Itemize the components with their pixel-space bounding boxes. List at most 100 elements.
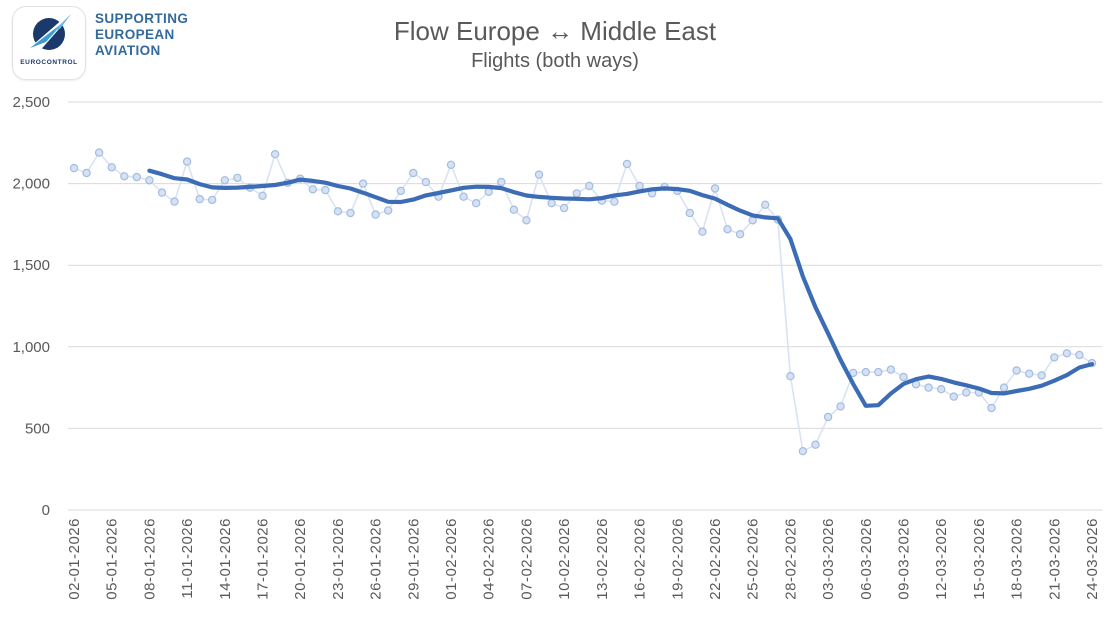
daily-marker (534, 170, 544, 179)
daily-marker (836, 402, 845, 411)
daily-marker (823, 412, 833, 422)
daily-marker (698, 227, 707, 236)
daily-marker (786, 372, 795, 381)
eurocontrol-emblem-icon (27, 12, 74, 54)
daily-marker (723, 225, 732, 234)
daily-marker (522, 216, 531, 225)
line-chart: 0 500 1,000 1,500 2,000 2,500 02-01-2026 05-01-… (12, 94, 1102, 600)
daily-marker (798, 447, 808, 456)
daily-marker (195, 194, 204, 204)
daily-marker (107, 163, 116, 172)
daily-marker (735, 229, 745, 239)
x-axis-tick-label: 24-03-2026 (1084, 518, 1101, 600)
x-axis-tick-label: 08-01-2026 (141, 518, 158, 600)
eurocontrol-logo: EUROCONTROL (12, 6, 86, 80)
daily-marker (157, 188, 167, 197)
x-axis-tick-label: 10-02-2026 (556, 518, 573, 600)
daily-marker (409, 168, 418, 178)
daily-marker (270, 149, 280, 159)
x-axis-tick-label: 15-03-2026 (971, 518, 988, 600)
x-axis-tick-label: 21-03-2026 (1046, 518, 1063, 600)
x-axis-tick-label: 23-01-2026 (330, 518, 347, 600)
x-axis-tick-label: 26-01-2026 (368, 518, 385, 600)
x-axis-tick-label: 28-02-2026 (782, 518, 799, 600)
chart-subtitle: Flights (both ways) (471, 50, 639, 72)
x-axis-tick-label: 13-02-2026 (594, 518, 611, 600)
daily-marker (258, 191, 267, 201)
x-axis-tick-label: 06-03-2026 (858, 518, 875, 600)
daily-marker (937, 385, 946, 394)
daily-marker (685, 208, 695, 218)
daily-marker (761, 200, 770, 210)
x-axis-tick-label: 11-01-2026 (179, 518, 196, 599)
x-axis-tick-label: 07-02-2026 (518, 518, 535, 600)
daily-marker (999, 383, 1009, 392)
daily-marker (182, 157, 192, 166)
daily-marker (886, 365, 896, 374)
daily-marker (1037, 371, 1046, 380)
tagline-line-1: SUPPORTING (95, 11, 189, 26)
daily-marker (1024, 369, 1034, 378)
x-axis-tick-label: 19-02-2026 (669, 518, 686, 600)
y-gridlines (68, 101, 1102, 511)
daily-marker (333, 207, 343, 216)
daily-marker (1075, 350, 1084, 360)
x-axis-tick-label: 01-02-2026 (443, 518, 460, 600)
x-axis-labels: 02-01-2026 05-01-2026 08-01-2026 11-01-2026… (66, 518, 1101, 600)
y-axis-tick-label: 2,000 (12, 176, 50, 193)
y-axis-tick-label: 500 (25, 420, 50, 437)
y-axis-tick-label: 2,500 (12, 94, 50, 111)
daily-marker (635, 181, 644, 191)
daily-marker (547, 198, 556, 208)
daily-marker (120, 172, 129, 181)
x-axis-tick-label: 09-03-2026 (896, 518, 913, 600)
x-axis-tick-label: 22-02-2026 (707, 518, 724, 600)
tagline-line-2: EUROPEAN (95, 27, 175, 42)
eurocontrol-logo-label: EUROCONTROL (20, 59, 78, 66)
daily-marker (559, 203, 569, 213)
daily-marker (987, 403, 996, 413)
daily-marker (1050, 353, 1059, 362)
daily-marker (572, 189, 581, 198)
daily-marker (710, 184, 720, 193)
daily-marker (585, 181, 594, 191)
y-axis-tick-label: 1,000 (12, 339, 50, 356)
daily-marker (509, 205, 519, 214)
x-axis-tick-label: 20-01-2026 (292, 518, 309, 600)
daily-marker (459, 192, 468, 201)
chart-title: Flow Europe ↔ Middle East (393, 16, 717, 46)
daily-marker (384, 206, 393, 215)
daily-marker (346, 208, 355, 218)
average-series-line (147, 168, 1095, 408)
daily-marker (962, 388, 971, 397)
daily-marker (308, 185, 317, 194)
tagline-line-3: AVIATION (95, 43, 161, 58)
daily-marker (622, 159, 632, 169)
daily-marker (421, 177, 431, 187)
daily-series-markers (69, 148, 1097, 456)
y-axis-tick-label: 1,500 (12, 257, 50, 274)
daily-marker (233, 173, 242, 183)
daily-marker (446, 160, 456, 170)
x-axis-tick-label: 18-03-2026 (1009, 518, 1026, 600)
daily-marker (811, 440, 820, 449)
daily-marker (861, 367, 871, 377)
daily-marker (899, 372, 908, 382)
daily-series-line (73, 151, 1093, 453)
x-axis-tick-label: 29-01-2026 (405, 518, 422, 600)
daily-marker (132, 172, 141, 182)
daily-marker (170, 197, 179, 206)
daily-marker (321, 185, 330, 195)
daily-marker (484, 187, 493, 197)
daily-marker (472, 198, 481, 208)
daily-marker (82, 168, 91, 178)
x-axis-tick-label: 12-03-2026 (933, 518, 950, 600)
daily-marker (497, 177, 506, 187)
daily-marker (220, 176, 229, 185)
daily-marker (1012, 366, 1021, 375)
daily-marker (358, 179, 368, 188)
y-axis-labels: 0 500 1,000 1,500 2,000 2,500 (12, 94, 50, 519)
daily-marker (949, 392, 959, 401)
daily-marker (145, 176, 154, 185)
